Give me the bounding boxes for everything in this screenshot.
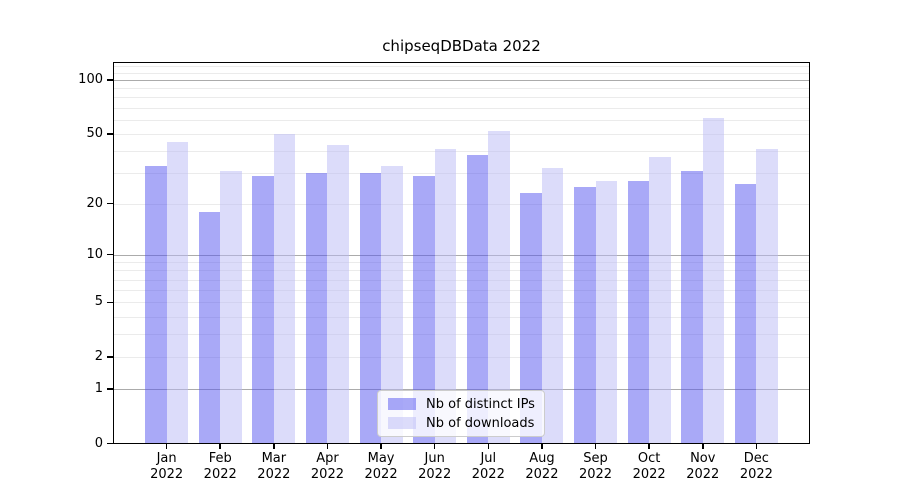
bar-distinct-ips-mar — [252, 175, 274, 444]
gridline-minor — [113, 72, 810, 74]
chart-title: chipseqDBData 2022 — [382, 37, 541, 55]
gridline-minor — [113, 290, 810, 292]
gridline-minor — [113, 97, 810, 99]
x-tick-label-mar: Mar 2022 — [257, 450, 291, 482]
bar-distinct-ips-feb — [198, 211, 221, 444]
bar-downloads-oct — [649, 157, 671, 444]
x-tick-label-apr: Apr 2022 — [310, 450, 344, 482]
bar-downloads-may — [381, 165, 403, 444]
gridline-minor — [113, 151, 810, 153]
bar-downloads-feb — [220, 170, 242, 444]
gridline-minor — [113, 88, 810, 90]
gridline-major — [113, 388, 810, 390]
y-tick-label-100: 100 — [78, 72, 103, 88]
bar-distinct-ips-jan — [145, 165, 167, 444]
gridline-minor — [113, 334, 810, 336]
bar-downloads-mar — [273, 133, 296, 444]
x-tick-sep — [594, 443, 597, 449]
x-tick-label-jun: Jun 2022 — [418, 450, 452, 482]
gridline-minor — [113, 203, 810, 205]
gridline-minor — [113, 356, 810, 358]
x-tick-label-sep: Sep 2022 — [578, 450, 613, 482]
legend-label-downloads: Nb of downloads — [426, 415, 535, 431]
x-tick-nov — [702, 443, 704, 449]
gridline-minor — [113, 302, 810, 304]
x-tick-dec — [755, 443, 758, 449]
x-tick-jan — [165, 443, 168, 449]
legend: Nb of distinct IPs Nb of downloads — [377, 390, 545, 437]
gridline-minor — [113, 316, 810, 318]
x-tick-label-dec: Dec 2022 — [739, 450, 773, 482]
legend-swatch-distinct-ips — [388, 398, 416, 410]
y-tick-label-50: 50 — [86, 125, 103, 141]
bar-distinct-ips-oct — [627, 181, 650, 444]
bar-distinct-ips-dec — [734, 183, 757, 444]
plot-area — [113, 62, 810, 444]
bar-downloads-sep — [595, 181, 618, 444]
bar-distinct-ips-jul — [466, 154, 489, 444]
bar-distinct-ips-aug — [520, 193, 542, 444]
bar-downloads-apr — [327, 145, 349, 444]
gridline-minor — [113, 173, 810, 175]
legend-item-downloads: Nb of downloads — [388, 416, 534, 431]
y-tick-label-1: 1 — [94, 380, 103, 396]
bar-distinct-ips-jun — [413, 175, 435, 444]
gridline-minor — [113, 107, 810, 109]
x-tick-label-feb: Feb 2022 — [203, 450, 237, 482]
x-tick-label-aug: Aug 2022 — [525, 450, 559, 482]
x-tick-oct — [648, 443, 650, 449]
gridline-minor — [113, 279, 810, 281]
gridline-minor — [113, 119, 810, 121]
bar-distinct-ips-apr — [305, 173, 328, 444]
x-tick-label-may: May 2022 — [364, 450, 398, 482]
y-tick-1 — [107, 388, 113, 390]
y-tick-100 — [107, 79, 113, 81]
x-tick-mar — [273, 443, 275, 449]
legend-label-distinct-ips: Nb of distinct IPs — [426, 396, 535, 412]
x-tick-label-nov: Nov 2022 — [686, 450, 720, 482]
y-tick-50 — [107, 133, 113, 135]
x-tick-label-oct: Oct 2022 — [632, 450, 666, 482]
y-tick-label-10: 10 — [86, 246, 103, 262]
y-tick-2 — [107, 356, 113, 358]
gridline-minor — [113, 270, 810, 272]
x-tick-aug — [541, 443, 543, 449]
bar-downloads-jul — [488, 130, 510, 444]
y-tick-20 — [107, 202, 113, 205]
y-tick-label-5: 5 — [94, 294, 103, 310]
gridline-minor — [113, 65, 810, 67]
x-tick-feb — [219, 443, 221, 449]
x-tick-apr — [326, 443, 329, 449]
x-tick-may — [380, 443, 382, 449]
bar-downloads-dec — [756, 149, 778, 444]
x-tick-jun — [433, 443, 436, 449]
legend-item-distinct-ips: Nb of distinct IPs — [388, 396, 535, 412]
bar-downloads-jan — [166, 141, 189, 444]
legend-swatch-downloads — [388, 417, 416, 429]
y-tick-10 — [107, 253, 113, 256]
gridline-minor — [113, 133, 810, 135]
y-tick-label-2: 2 — [94, 348, 103, 364]
gridline-major — [113, 254, 810, 256]
y-tick-label-20: 20 — [86, 195, 103, 211]
y-tick-0 — [107, 442, 113, 445]
bar-distinct-ips-may — [359, 173, 382, 444]
gridline-minor — [113, 262, 810, 264]
y-tick-5 — [107, 301, 113, 304]
bar-downloads-nov — [702, 118, 725, 444]
bar-distinct-ips-sep — [574, 186, 596, 444]
y-tick-label-0: 0 — [94, 435, 103, 451]
bar-distinct-ips-nov — [681, 170, 703, 444]
gridline-major — [113, 80, 810, 82]
bar-downloads-aug — [541, 168, 564, 444]
x-tick-label-jul: Jul 2022 — [471, 450, 505, 482]
bar-downloads-jun — [434, 149, 457, 444]
x-tick-label-jan: Jan 2022 — [150, 450, 184, 482]
x-tick-jul — [487, 443, 490, 449]
